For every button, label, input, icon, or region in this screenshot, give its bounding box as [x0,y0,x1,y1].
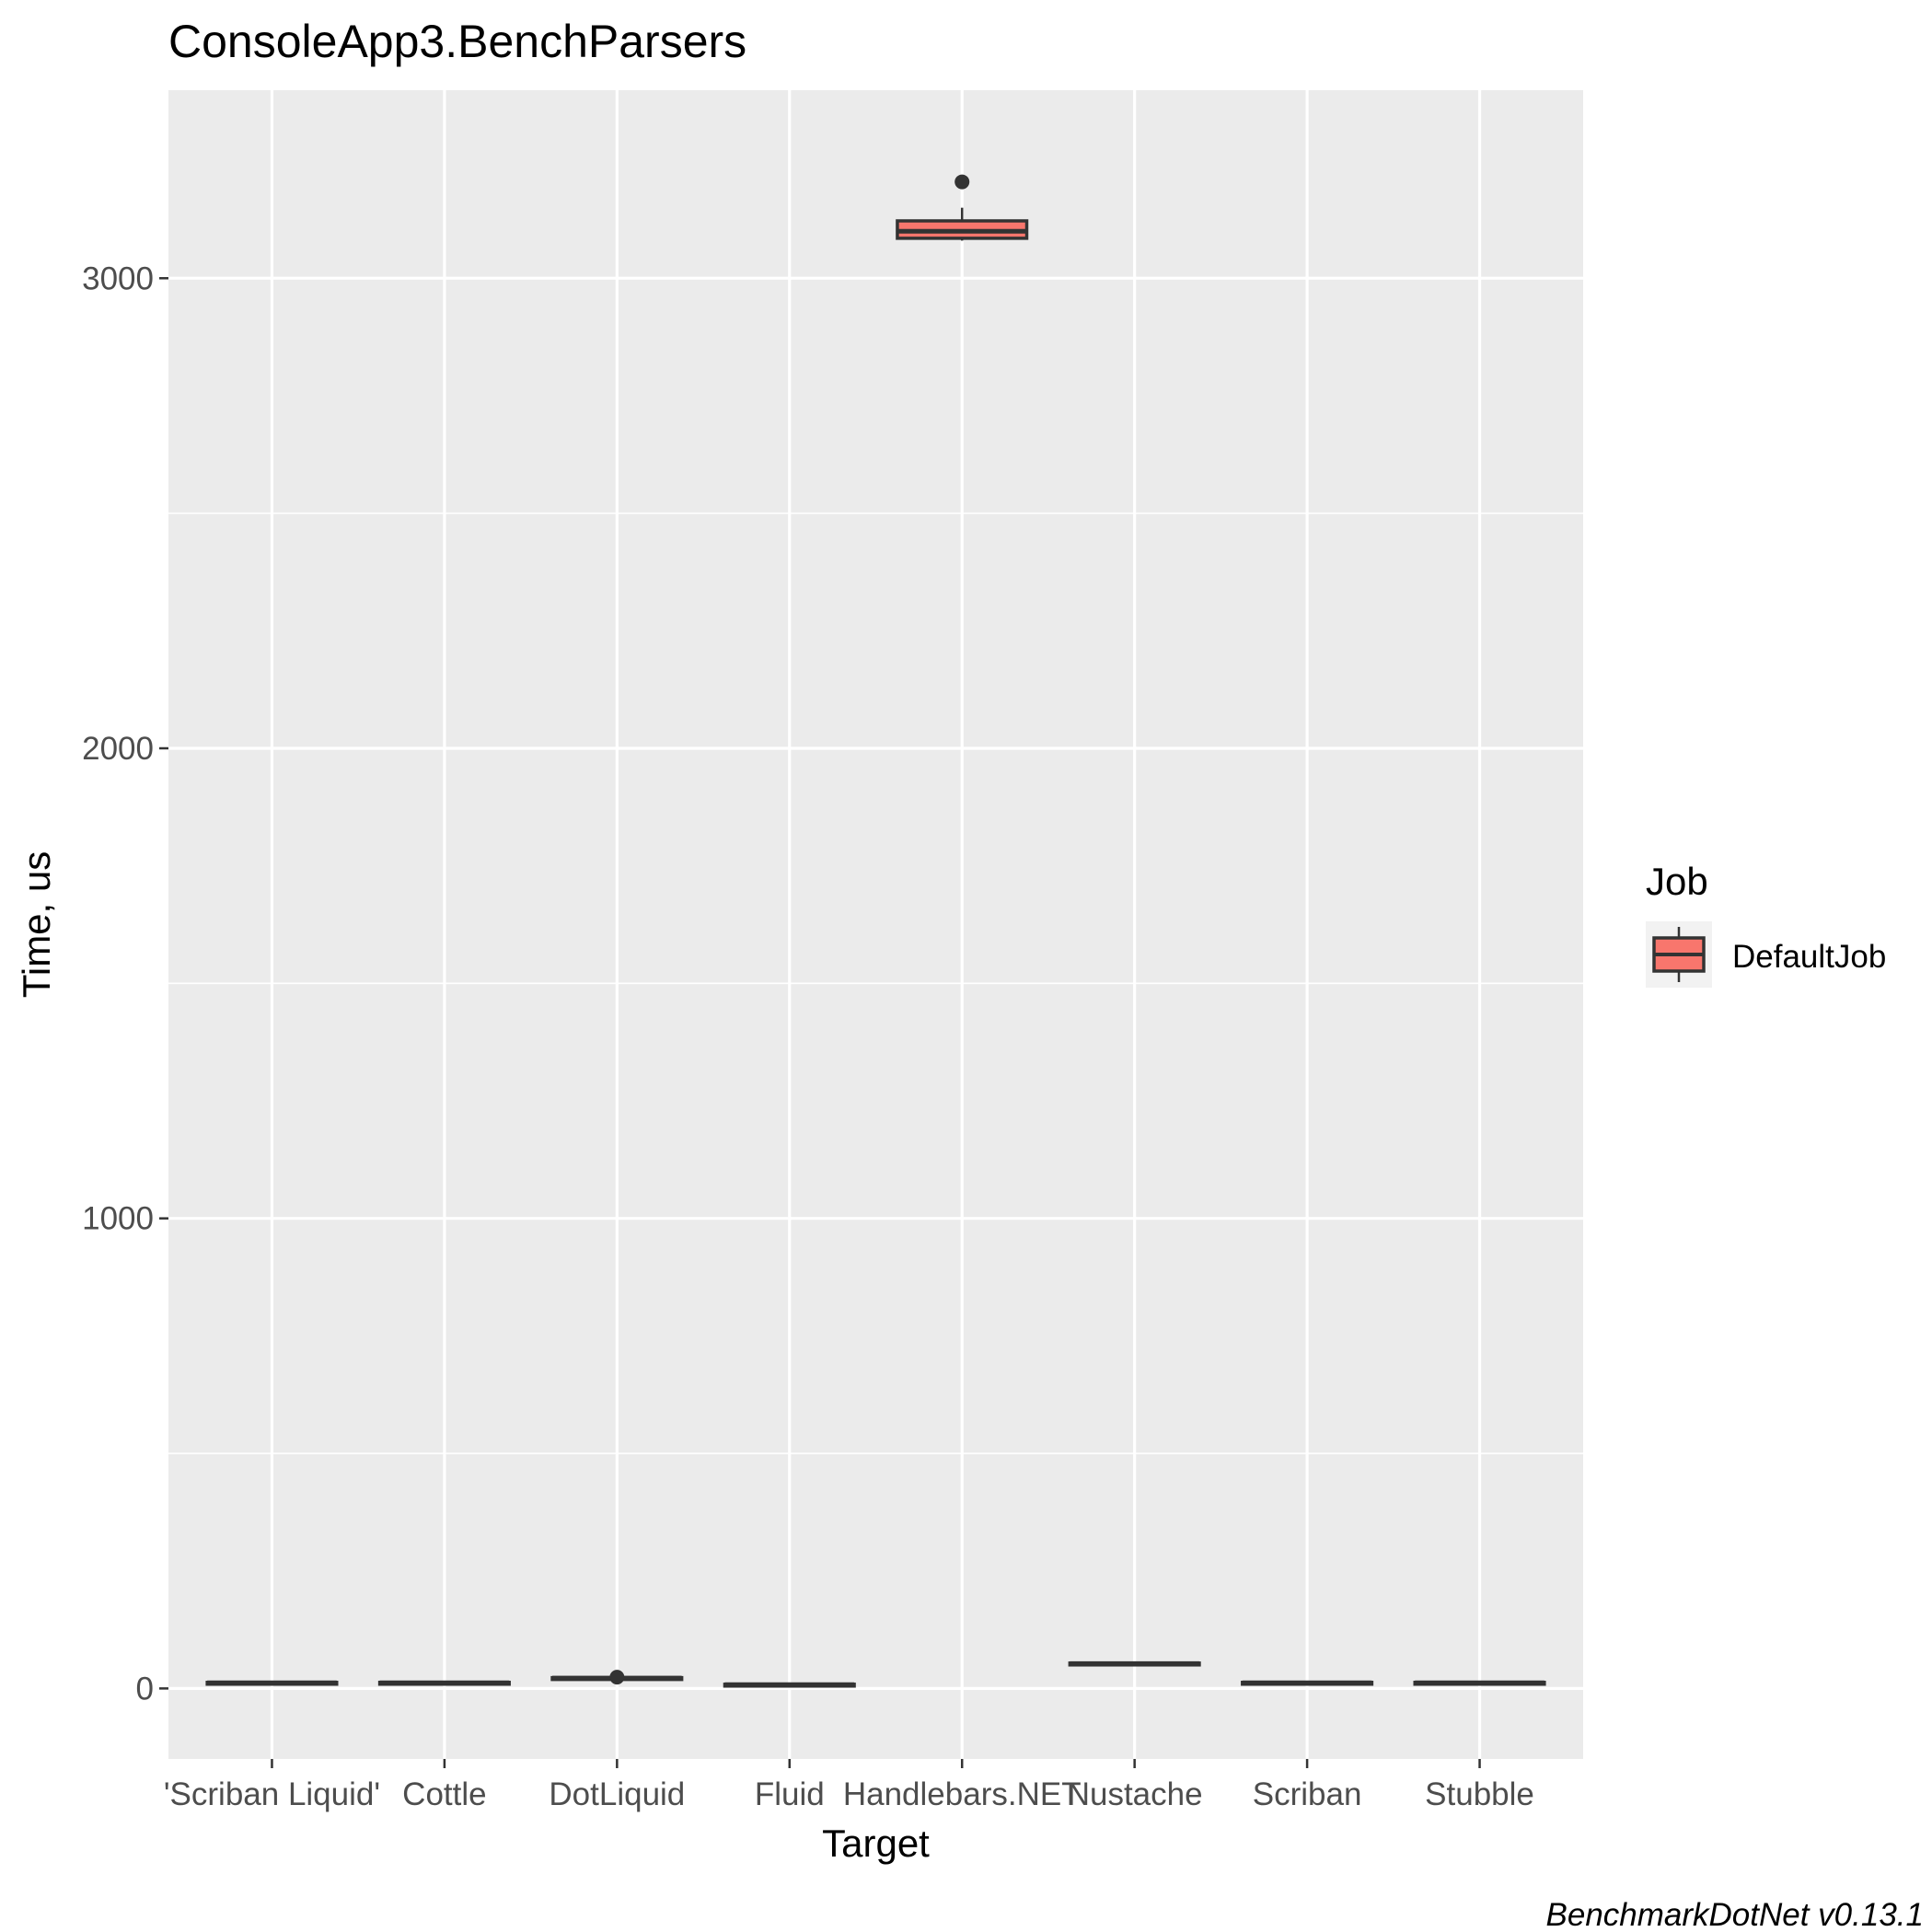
chart-caption: BenchmarkDotNet v0.13.1 [1546,1897,1924,1932]
y-tick-label: 2000 [82,731,154,767]
box-fluid [723,1682,856,1688]
x-tick-label-scriban-liquid: 'Scriban Liquid' [164,1776,380,1812]
legend: Job DefaultJob [1646,860,1886,988]
outlier-point [609,1670,625,1685]
x-tick-label-scriban: Scriban [1253,1776,1362,1812]
outlier-point [954,174,970,190]
y-axis-title: Time, us [15,851,58,998]
box-layer [205,174,1546,1688]
box-scriban-liquid [205,1680,339,1686]
x-tick-label-handlebars-net: Handlebars.NET [843,1776,1082,1812]
legend-title: Job [1646,860,1708,903]
box-scriban [1241,1680,1374,1686]
box-dotliquid [550,1670,684,1685]
y-tick-label: 1000 [82,1201,154,1237]
y-tick-label: 3000 [82,260,154,296]
box-nustache [1068,1660,1201,1667]
y-tick-label: 0 [136,1671,154,1706]
x-axis-title: Target [822,1822,930,1865]
x-tick-label-nustache: Nustache [1067,1776,1203,1812]
x-tick-label-fluid: Fluid [755,1776,825,1812]
box-cottle [377,1680,511,1686]
box-handlebars-net [896,174,1029,241]
legend-label-defaultjob: DefaultJob [1732,939,1886,975]
box-stubble [1413,1680,1546,1686]
chart-title: ConsoleApp3.BenchParsers [168,16,746,67]
grid-lines [168,90,1583,1759]
x-tick-label-cottle: Cottle [402,1776,486,1812]
plot-panel [168,90,1583,1759]
legend-key-defaultjob [1646,921,1712,988]
x-axis: 'Scriban Liquid' Cottle DotLiquid Fluid Hand… [164,1759,1534,1812]
x-tick-label-dotliquid: DotLiquid [549,1776,685,1812]
x-tick-label-stubble: Stubble [1425,1776,1534,1812]
y-axis: 0 1000 2000 3000 [82,260,168,1706]
